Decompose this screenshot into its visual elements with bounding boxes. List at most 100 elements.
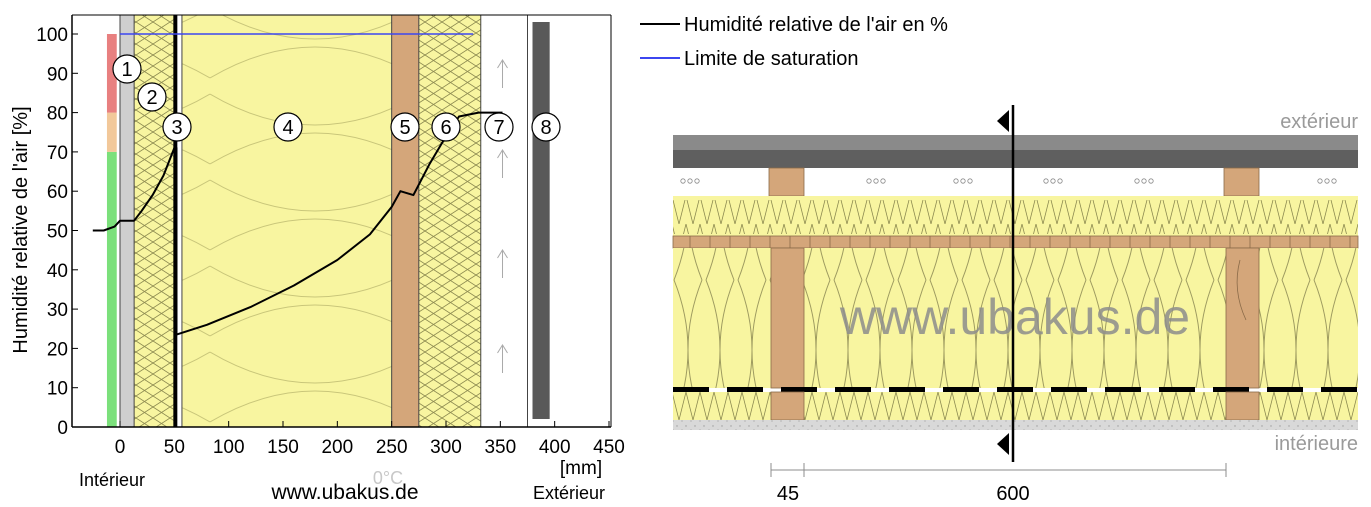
lower-batten-right: [1225, 391, 1260, 421]
y-axis-title: Humidité relative de l'air [%]: [10, 106, 32, 353]
layer-5-badge: [390, 112, 420, 142]
dimension-600: 600: [996, 483, 1029, 502]
x-tick-label: 150: [267, 437, 299, 458]
legend-label-humidity: Humidité relative de l'air en %: [684, 14, 948, 36]
dimension-45: 45: [777, 483, 799, 502]
air-gap-dot: [967, 178, 973, 184]
layer-6-hatch: [418, 15, 481, 427]
air-gap-dot: [1141, 178, 1147, 184]
zero-degree-label: 0°C: [373, 468, 403, 488]
x-tick-label: 400: [539, 437, 571, 458]
membrane-dash: [1213, 387, 1249, 392]
roof-slab-top: [673, 135, 1358, 150]
roof-slab: [673, 150, 1358, 168]
membrane-dash: [1159, 387, 1195, 392]
layer-3-number: 3: [171, 117, 182, 139]
layer-6-badge: [431, 112, 461, 142]
membrane-dash: [1051, 387, 1087, 392]
inside-label: Intérieur: [79, 470, 145, 490]
dimension-line: [770, 463, 1227, 477]
interior-label: intérieure: [1275, 433, 1358, 455]
section-watermark: www.ubakus.de: [839, 289, 1190, 345]
membrane-dash: [835, 387, 871, 392]
section-cut-arrow-bottom: [997, 433, 1009, 455]
membrane-dash: [889, 387, 925, 392]
air-gap-dot: [866, 178, 872, 184]
y-tick-label: 40: [47, 261, 68, 282]
air-gap-dot: [680, 178, 686, 184]
ventilation-arrow: [497, 249, 508, 278]
layer-2-number: 2: [146, 87, 157, 109]
layer-2-badge: [137, 82, 167, 112]
rafter-left: [770, 247, 805, 389]
rafter-grain: [1236, 259, 1247, 321]
layer-4-badge: [273, 112, 303, 142]
air-gap-dot: [1324, 178, 1330, 184]
x-tick-label: 300: [430, 437, 462, 458]
chart-series: [92, 33, 503, 336]
plaster-texture: [673, 420, 1358, 430]
layer-1-number: 1: [121, 59, 132, 81]
y-tick-label: 100: [36, 25, 68, 46]
layer-2-hatch: [134, 15, 175, 427]
layer-1-badge: [112, 54, 142, 84]
y-tick-label: 30: [47, 300, 68, 321]
air-gap-dot: [960, 178, 966, 184]
cladding-board: [532, 22, 550, 419]
comfort-band-1: [106, 112, 117, 152]
layer-8-badge: [531, 112, 561, 142]
layer-5-number: 5: [399, 117, 410, 139]
air-gap-dot: [1134, 178, 1140, 184]
y-tick-label: 0: [57, 418, 68, 439]
legend-label-saturation: Limite de saturation: [684, 48, 859, 70]
outside-label: Extérieur: [533, 483, 605, 502]
air-gap-dot: [1043, 178, 1049, 184]
ventilation-arrow: [497, 149, 508, 178]
ventilation-arrow: [497, 59, 508, 88]
air-gap-dot: [1148, 178, 1154, 184]
x-tick-label: 200: [321, 437, 353, 458]
x-tick-label: 350: [484, 437, 516, 458]
chart-axes: [71, 14, 612, 428]
air-gap-dot: [694, 178, 700, 184]
layer-number-labels: 123 4 5 6 7 8: [112, 54, 561, 142]
y-tick-label: 60: [47, 182, 68, 203]
air-gap-dot: [880, 178, 886, 184]
x-tick-label: 450: [593, 437, 625, 458]
cross-section-drawing: www.ubakus.de extérieur intérieure 45 60…: [672, 105, 1359, 505]
membrane-dash: [781, 387, 817, 392]
membrane-dash: [1321, 387, 1357, 392]
comfort-bands: [106, 34, 117, 427]
air-gap-dot: [1057, 178, 1063, 184]
air-gap-dot: [873, 178, 879, 184]
layer-7-number: 7: [493, 117, 504, 139]
layer-8-number: 8: [540, 117, 551, 139]
y-tick-label: 80: [47, 104, 68, 125]
air-gap-dot: [1331, 178, 1337, 184]
vapour-barrier-line: [173, 15, 178, 427]
membrane-dash: [727, 387, 763, 392]
y-tick-label: 90: [47, 64, 68, 85]
legend: Humidité relative de l'air en % Limite d…: [640, 14, 948, 70]
membrane-dash: [1267, 387, 1303, 392]
rafter-right: [1225, 247, 1260, 389]
layer-4-number: 4: [282, 117, 293, 139]
air-gap-dot: [1050, 178, 1056, 184]
y-tick-label: 10: [47, 379, 68, 400]
batten-right: [1223, 167, 1260, 197]
y-tick-label: 50: [47, 222, 68, 243]
y-tick-label: 70: [47, 143, 68, 164]
air-gap-dot: [953, 178, 959, 184]
y-tick-label: 20: [47, 339, 68, 360]
series-0-line: [92, 111, 503, 336]
x-tick-label: 50: [164, 437, 185, 458]
upper-insulation-hatch: [673, 200, 1358, 234]
membrane-dash: [673, 387, 709, 392]
layer-7-fill: [480, 15, 528, 427]
layer-3-badge: [162, 112, 192, 142]
membrane-dash: [1105, 387, 1141, 392]
membrane-dash: [997, 387, 1033, 392]
ventilation-arrow: [497, 344, 508, 373]
